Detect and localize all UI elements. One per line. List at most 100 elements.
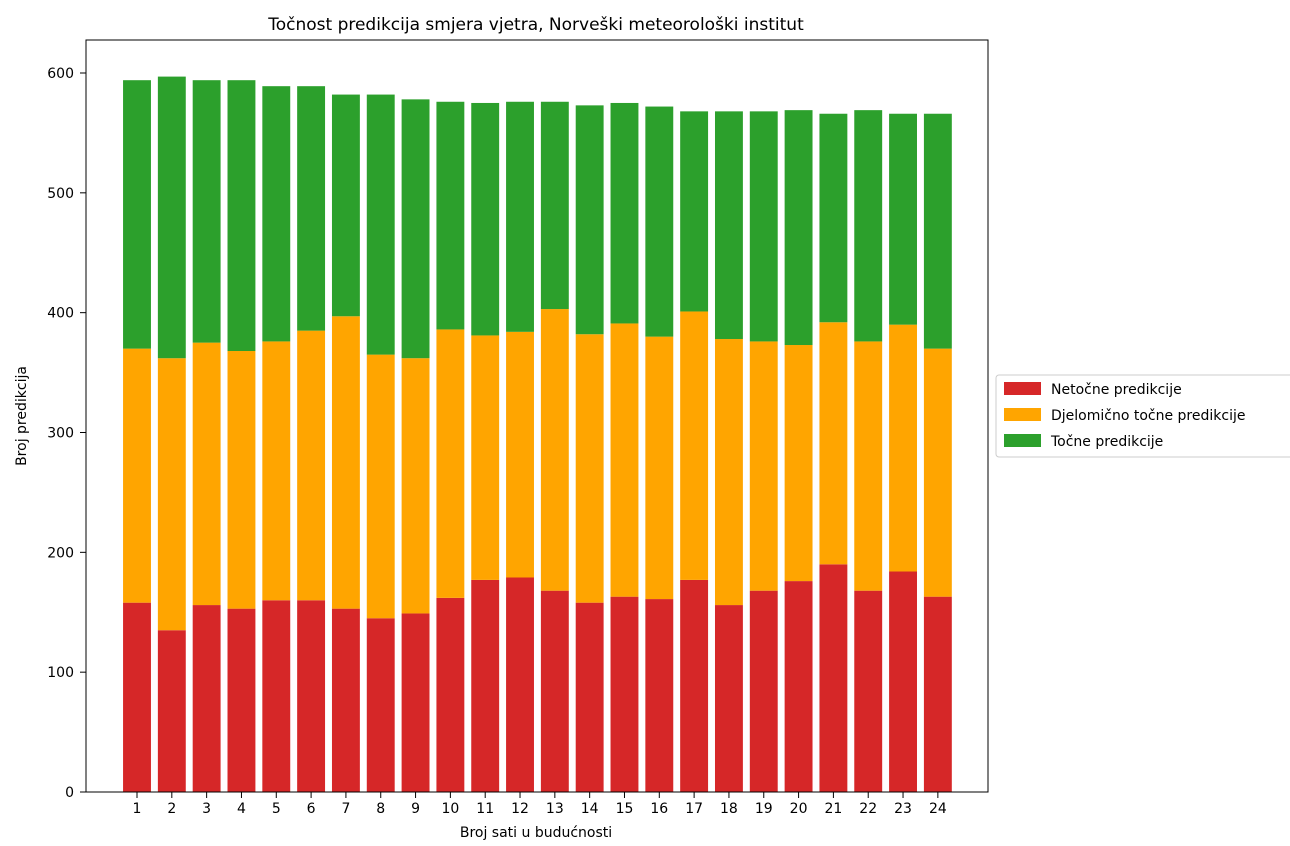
bar-segment — [854, 341, 883, 591]
bar-segment — [889, 324, 917, 572]
x-tick-label: 11 — [476, 801, 494, 817]
bar-segment — [262, 341, 291, 601]
chart-title: Točnost predikcija smjera vjetra, Norveš… — [267, 15, 804, 35]
bar-segment — [749, 341, 778, 591]
bar-segment — [575, 602, 604, 792]
bar-segment — [157, 630, 186, 792]
bar-segment — [297, 86, 326, 331]
x-tick-label: 19 — [755, 801, 773, 817]
bar-segment — [610, 596, 639, 792]
legend-swatch — [1004, 408, 1041, 421]
x-tick-label: 3 — [202, 801, 211, 817]
bar-segment — [889, 571, 917, 792]
legend: Netočne predikcije Djelomično točne predi… — [995, 374, 1290, 458]
legend-label: Djelomično točne predikcije — [1051, 408, 1245, 424]
legend-label: Točne predikcije — [1050, 434, 1163, 450]
bar-segment — [506, 331, 534, 578]
x-tick-label: 5 — [272, 801, 281, 817]
x-tick-label: 13 — [546, 801, 564, 817]
bar-segment — [749, 590, 778, 792]
x-tick-label: 10 — [441, 801, 459, 817]
bar-segment — [854, 590, 883, 792]
y-tick-label: 400 — [47, 306, 74, 322]
bars-layer — [123, 76, 952, 792]
bar-segment — [401, 358, 430, 614]
bar-segment — [680, 579, 709, 792]
bar-segment — [540, 309, 569, 591]
bar-segment — [401, 613, 430, 792]
y-tick-label: 500 — [47, 186, 74, 202]
bar-segment — [819, 322, 848, 565]
y-axis: 0 100 200 300 400 500 600 — [47, 66, 86, 801]
x-tick-label: 6 — [307, 801, 316, 817]
bar-segment — [192, 605, 221, 792]
axes-frame — [85, 39, 989, 793]
x-tick-label: 1 — [133, 801, 142, 817]
x-tick-label: 7 — [341, 801, 350, 817]
x-tick-label: 4 — [237, 801, 246, 817]
bar-segment — [714, 605, 743, 792]
bar-segment — [436, 329, 465, 598]
bar-segment — [784, 345, 813, 582]
bar-segment — [262, 86, 291, 342]
bar-segment — [784, 110, 813, 346]
bar-segment — [819, 564, 848, 792]
bar-segment — [784, 581, 813, 792]
bar-segment — [366, 354, 395, 619]
x-tick-label: 8 — [376, 801, 385, 817]
bar-segment — [471, 579, 500, 792]
y-tick-label: 0 — [65, 785, 74, 801]
bar-segment — [331, 316, 360, 609]
bar-segment — [436, 101, 465, 330]
bar-segment — [262, 600, 291, 792]
bar-segment — [401, 99, 430, 359]
x-tick-label: 17 — [685, 801, 703, 817]
x-tick-label: 20 — [790, 801, 808, 817]
x-axis-label: Broj sati u budućnosti — [460, 825, 612, 841]
x-tick-label: 15 — [616, 801, 634, 817]
bar-segment — [192, 80, 221, 343]
bar-segment — [366, 94, 395, 355]
bar-segment — [540, 590, 569, 792]
x-tick-label: 22 — [859, 801, 877, 817]
x-tick-label: 9 — [411, 801, 420, 817]
x-tick-label: 14 — [581, 801, 599, 817]
bar-segment — [157, 76, 186, 359]
bar-segment — [297, 600, 326, 792]
bar-segment — [749, 111, 778, 342]
bar-segment — [714, 111, 743, 340]
bar-segment — [923, 113, 952, 349]
legend-swatch — [1004, 434, 1041, 447]
bar-segment — [123, 348, 151, 603]
legend-swatch — [1004, 382, 1041, 395]
bar-segment — [227, 351, 256, 609]
x-axis: 1 2 3 4 5 6 7 8 9 10 11 12 13 14 15 16 17 18 19 20 21 22 23 24 — [133, 792, 947, 817]
bar-segment — [331, 608, 360, 792]
bar-segment — [923, 348, 952, 597]
bar-segment — [157, 358, 186, 631]
y-tick-label: 600 — [47, 66, 74, 82]
bar-segment — [854, 110, 883, 342]
bar-segment — [680, 311, 709, 580]
x-tick-label: 21 — [824, 801, 842, 817]
y-tick-label: 300 — [47, 426, 74, 442]
bar-segment — [297, 330, 326, 601]
bar-segment — [331, 94, 360, 317]
bar-segment — [923, 596, 952, 792]
bar-segment — [819, 113, 848, 323]
bar-segment — [889, 113, 917, 325]
legend-items: Netočne predikcije Djelomično točne predi… — [1004, 382, 1245, 450]
legend-frame — [995, 374, 1290, 458]
x-tick-label: 12 — [511, 801, 529, 817]
bar-segment — [123, 602, 151, 792]
x-tick-label: 18 — [720, 801, 738, 817]
bar-segment — [575, 105, 604, 335]
bar-segment — [506, 101, 534, 332]
x-tick-label: 23 — [894, 801, 912, 817]
bar-segment — [645, 106, 674, 337]
bar-segment — [714, 339, 743, 606]
bar-segment — [192, 342, 221, 606]
bar-segment — [227, 80, 256, 352]
bar-segment — [436, 597, 465, 792]
legend-label: Netočne predikcije — [1051, 382, 1182, 398]
